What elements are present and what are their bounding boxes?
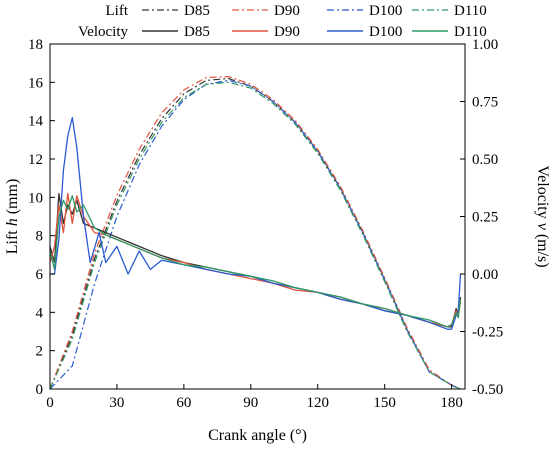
- left-y-tick-label: 10: [28, 190, 43, 206]
- legend-velocity-label: D100: [369, 24, 402, 40]
- legend-lift-label: D90: [274, 3, 300, 19]
- legend-velocity-title: Velocity: [78, 24, 128, 40]
- plot-lines: [50, 75, 462, 389]
- right-y-tick-label: -0.25: [472, 325, 503, 341]
- legend-velocity-label: D85: [184, 24, 210, 40]
- x-tick-label: 90: [243, 395, 258, 411]
- left-y-tick-label: 4: [36, 305, 44, 321]
- left-y-tick-label: 16: [28, 75, 44, 91]
- velocity-line-d100: [50, 116, 462, 330]
- velocity-line-d110: [50, 195, 462, 328]
- x-tick-label: 30: [109, 395, 124, 411]
- right-y-tick-label: 0.75: [472, 95, 498, 111]
- right-y-tick-label: 0.50: [472, 152, 498, 168]
- x-tick-label: 0: [46, 395, 54, 411]
- legend-lift-title: Lift: [106, 3, 129, 19]
- legend-lift-label: D110: [454, 3, 487, 19]
- left-y-tick-label: 12: [28, 152, 43, 168]
- x-tick-label: 150: [373, 395, 396, 411]
- lift-line-d100: [50, 79, 461, 389]
- legend-lift-label: D85: [184, 3, 210, 19]
- left-y-axis-title: Lift h (mm): [4, 179, 21, 255]
- lift-line-d90: [50, 75, 461, 389]
- x-tick-label: 180: [440, 395, 463, 411]
- left-y-tick-label: 8: [36, 229, 44, 245]
- left-y-tick-label: 2: [36, 344, 44, 360]
- x-axis: 0 30 60 90 120 150 180: [46, 384, 463, 411]
- right-y-tick-label: -0.50: [472, 382, 503, 398]
- x-tick-label: 120: [306, 395, 329, 411]
- x-tick-label: 60: [176, 395, 191, 411]
- x-axis-title: Crank angle (°): [208, 427, 307, 444]
- legend-lift-label: D100: [369, 3, 402, 19]
- left-y-tick-label: 14: [28, 114, 44, 130]
- left-y-tick-label: 6: [36, 267, 44, 283]
- left-y-axis: 0 2 4 6 8 10 12 14 16 18: [28, 37, 55, 398]
- legend: Lift Velocity D85 D90 D100 D110 D85 D90 D100 D1…: [78, 3, 487, 40]
- legend-velocity-label: D90: [274, 24, 300, 40]
- right-y-axis-title: Velocity v (m/s): [534, 165, 550, 267]
- right-y-tick-label: 0.25: [472, 210, 498, 226]
- right-y-axis: -0.50 -0.25 0.00 0.25 0.50 0.75 1.00: [460, 37, 503, 398]
- lift-line-d110: [50, 81, 461, 389]
- left-y-tick-label: 18: [28, 37, 43, 53]
- right-y-tick-label: 0.00: [472, 267, 498, 283]
- legend-entries: D85 D90 D100 D110 D85 D90 D100 D110: [142, 3, 487, 40]
- legend-velocity-label: D110: [454, 24, 487, 40]
- left-y-tick-label: 0: [36, 382, 44, 398]
- right-y-tick-label: 1.00: [472, 37, 498, 53]
